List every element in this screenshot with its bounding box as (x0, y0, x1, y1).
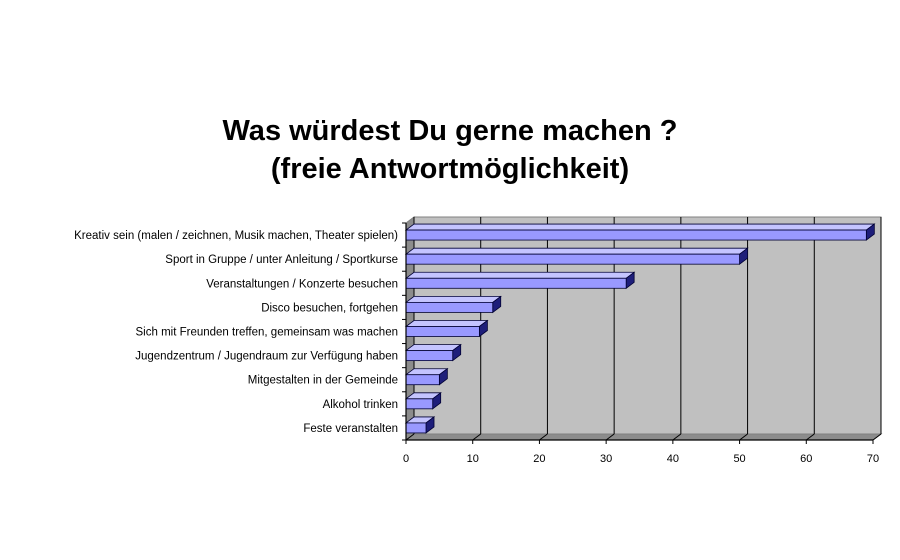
category-label: Kreativ sein (malen / zeichnen, Musik ma… (74, 230, 398, 242)
gridline-floor (539, 433, 548, 441)
x-tick-label: 60 (800, 453, 812, 465)
bar-front-face (405, 350, 454, 362)
x-tick-label: 10 (467, 453, 479, 465)
bar-front-face (405, 326, 480, 337)
gridline-floor (405, 433, 415, 441)
bar (404, 223, 876, 241)
bar-front-face (405, 422, 427, 434)
bar-front-face (405, 398, 434, 410)
category-labels: Kreativ sein (malen / zeichnen, Musik ma… (74, 230, 398, 435)
x-tick-label: 30 (600, 453, 612, 465)
bar (404, 295, 502, 314)
category-label: Disco besuchen, fortgehen (261, 302, 398, 314)
bar (404, 319, 489, 338)
gridline-floor (472, 433, 482, 441)
bar-top-face (404, 247, 749, 255)
x-tick-label: 50 (733, 453, 745, 465)
bar-front-face (405, 301, 494, 313)
x-tick-label: 70 (867, 453, 879, 465)
bar-front-face (405, 229, 867, 241)
bars (404, 223, 876, 434)
x-tick-label: 20 (533, 453, 545, 465)
bar-front-face (405, 277, 627, 289)
x-tick-label: 0 (403, 453, 409, 465)
category-label: Sport in Gruppe / unter Anleitung / Spor… (165, 254, 398, 266)
bar (404, 271, 636, 290)
category-label: Mitgestalten in der Gemeinde (248, 375, 398, 387)
category-label: Alkohol trinken (323, 399, 398, 411)
gridline-floor (605, 433, 615, 441)
gridline-floor (805, 433, 815, 441)
bar-top-face (404, 295, 502, 303)
gridline-floor (872, 433, 882, 441)
category-label: Jugendzentrum / Jugendraum zur Verfügung… (135, 351, 398, 363)
tick-labels: 0 10 20 30 40 50 60 70 (403, 453, 879, 465)
bar (404, 367, 449, 386)
category-label: Veranstaltungen / Konzerte besuchen (206, 278, 398, 290)
bar (404, 343, 462, 362)
bar-top-face (404, 223, 876, 231)
category-label: Feste veranstalten (303, 423, 398, 435)
chart-title-line-1: Was würdest Du gerne machen ? (222, 115, 678, 147)
bar (404, 416, 436, 434)
axes (402, 222, 874, 444)
bar-front-face (405, 253, 740, 265)
gridline-floor (672, 433, 682, 441)
gridline-floor (739, 433, 748, 441)
chart-title-line-2: (freie Antwortmöglichkeit) (270, 153, 630, 185)
bar-top-face (404, 271, 636, 279)
category-label: Sich mit Freunden treffen, gemeinsam was… (136, 327, 399, 339)
bar-top-face (404, 320, 489, 327)
bar-front-face (405, 374, 440, 386)
bar (404, 392, 442, 410)
chart-title: Was würdest Du gerne machen ? (freie Ant… (0, 112, 900, 188)
x-tick-label: 40 (667, 453, 679, 465)
bar (404, 247, 749, 265)
bar-top-face (404, 344, 462, 352)
